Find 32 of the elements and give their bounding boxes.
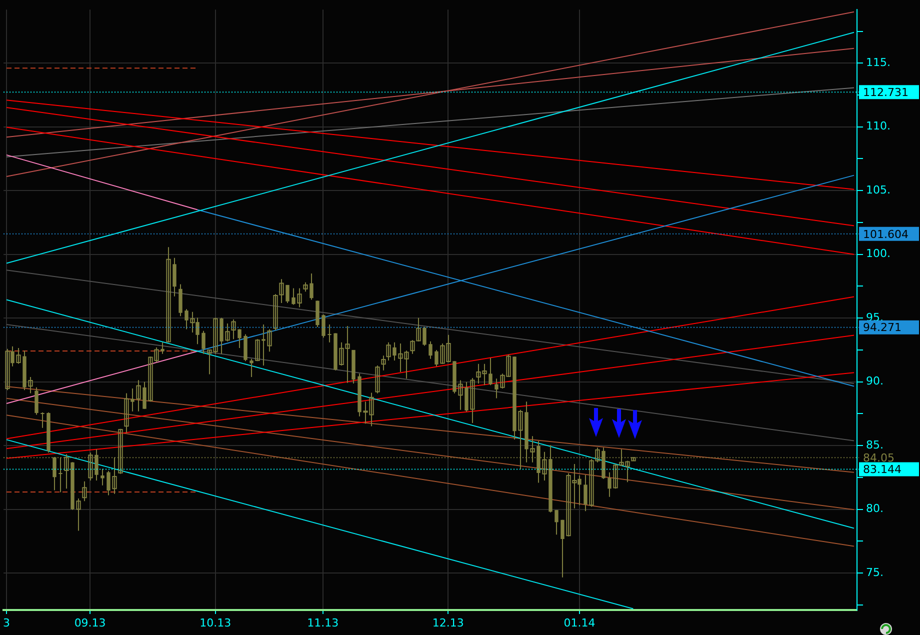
candlestick — [381, 355, 386, 371]
candlestick — [202, 330, 206, 354]
candlestick — [328, 324, 332, 343]
candlestick — [178, 284, 182, 317]
candlestick — [428, 340, 432, 360]
y-tick-label: 85. — [866, 438, 884, 452]
ref-line-label: 84.05 — [863, 452, 894, 465]
ref-line-label: 112.731 — [863, 86, 908, 99]
candlestick — [40, 412, 44, 428]
x-tick-label: 3 — [3, 616, 10, 630]
y-tick-label: 105. — [866, 183, 890, 196]
y-tick-label: 110. — [866, 120, 890, 133]
candlestick — [375, 365, 380, 394]
candlestick — [244, 334, 248, 362]
x-tick-label: 01.14 — [564, 616, 596, 630]
y-tick-label: 90. — [866, 374, 884, 388]
y-tick-label: 75. — [866, 566, 884, 579]
candlestick — [100, 468, 104, 486]
x-tick-label: 09.13 — [74, 616, 106, 630]
x-tick-label: 11.13 — [307, 616, 339, 630]
x-tick-label: 10.13 — [200, 616, 232, 630]
candlestick — [322, 314, 326, 338]
ref-line-label: 94.271 — [863, 321, 902, 334]
y-tick-label: 100. — [866, 247, 890, 260]
candlestick — [554, 510, 558, 536]
candlestick — [82, 480, 87, 502]
y-tick-label: 80. — [866, 502, 884, 516]
x-tick-label: 12.13 — [432, 616, 464, 630]
y-tick-label: 115. — [866, 56, 890, 69]
candlestick — [34, 386, 38, 416]
ref-line-label: 83.144 — [863, 463, 902, 476]
ref-line-label: 101.604 — [863, 228, 908, 241]
